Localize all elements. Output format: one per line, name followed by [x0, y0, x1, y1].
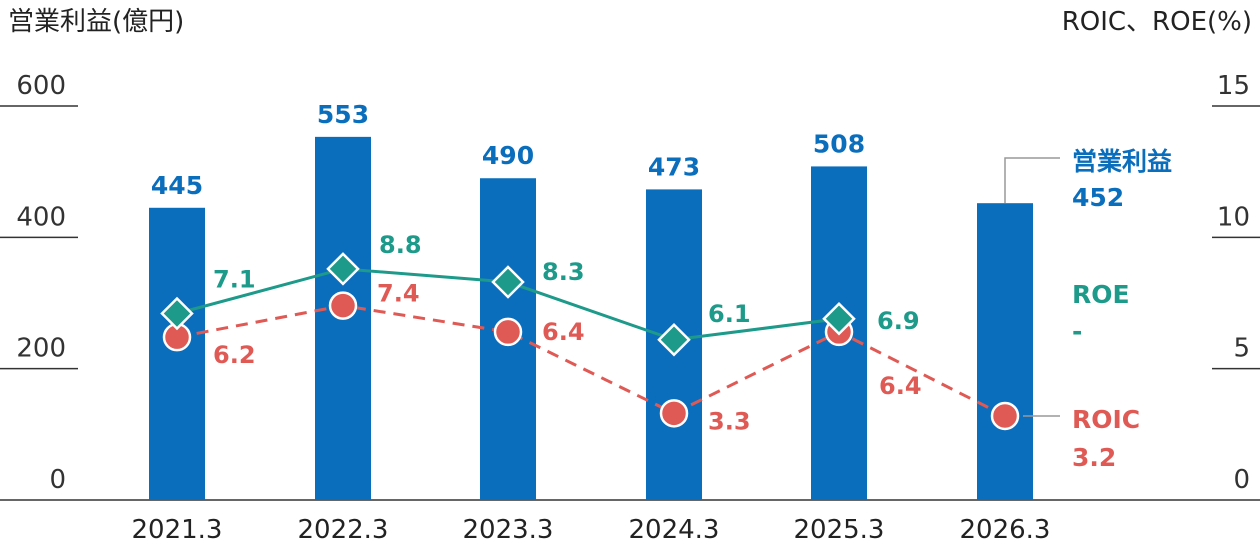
roe-value-label: 8.3	[542, 258, 585, 286]
roic-point	[328, 291, 358, 320]
roe-point	[657, 323, 691, 357]
roe-point	[822, 301, 856, 336]
roic-point	[990, 401, 1020, 431]
bar-value-label: 473	[648, 152, 700, 181]
legend-roic-label: ROIC	[1072, 405, 1140, 434]
roe-point	[491, 265, 525, 299]
roe-value-label: 6.9	[877, 307, 920, 335]
legend-roe-label: ROE	[1072, 280, 1130, 309]
left-tick-label: 200	[16, 334, 66, 364]
legend: 営業利益 452 ROE - ROIC 3.2	[1004, 147, 1172, 472]
roic-value-label: 7.4	[377, 280, 420, 308]
roic-point	[659, 399, 689, 428]
roe-value-label: 7.1	[213, 266, 256, 294]
left-tick-label: 600	[16, 71, 66, 101]
bar	[977, 203, 1033, 501]
bar-value-label: 490	[482, 141, 534, 170]
axis-ticks: 0 200 400 600 0 5 10 15	[0, 71, 1260, 501]
roic-value-label: 6.4	[879, 372, 922, 400]
roe-point	[326, 252, 360, 286]
lines	[160, 252, 1020, 431]
category-label: 2025.3	[794, 515, 885, 545]
roic-line	[176, 304, 1006, 418]
category-label: 2021.3	[132, 515, 223, 545]
legend-operating-profit-value: 452	[1072, 183, 1124, 212]
roic-value-label: 6.4	[542, 318, 585, 346]
bar-value-label: 445	[151, 171, 203, 200]
right-tick-label: 10	[1217, 202, 1250, 232]
category-label: 2023.3	[463, 515, 554, 545]
category-label: 2024.3	[629, 515, 720, 545]
left-tick-label: 400	[16, 202, 66, 232]
roe-value-label: 6.1	[708, 300, 751, 328]
right-axis-title: ROIC、ROE(%)	[1062, 7, 1252, 37]
roe-point	[160, 296, 194, 331]
bars	[149, 136, 1033, 501]
data-labels: 2021.3 2022.3 2023.3 2024.3 2025.3 2026.3 445 5…	[132, 100, 1051, 545]
roe-value-label: 8.8	[379, 231, 422, 259]
bar	[149, 207, 205, 501]
legend-roe-value: -	[1072, 317, 1082, 346]
legend-roic-value: 3.2	[1072, 443, 1116, 472]
bar-value-label: 508	[813, 129, 865, 158]
left-tick-label: 0	[49, 465, 66, 495]
category-label: 2022.3	[298, 515, 389, 545]
roic-value-label: 6.2	[213, 341, 256, 369]
right-tick-label: 5	[1233, 334, 1250, 364]
roic-point	[493, 317, 523, 347]
legend-operating-profit-label: 営業利益	[1072, 147, 1172, 176]
right-tick-label: 15	[1217, 71, 1250, 101]
category-label: 2026.3	[960, 515, 1051, 545]
operating-profit-leader	[1004, 157, 1060, 204]
roic-value-label: 3.3	[708, 407, 751, 435]
right-tick-label: 0	[1233, 465, 1250, 495]
bar-value-label: 553	[317, 100, 369, 129]
left-axis-title: 営業利益(億円)	[8, 7, 184, 37]
